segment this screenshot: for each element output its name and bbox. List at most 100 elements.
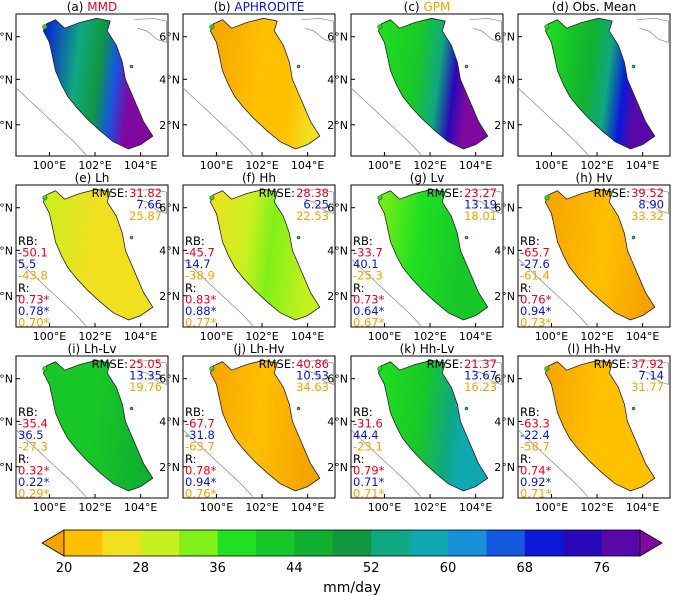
panel-title-prefix: (l) Hh-Hv [567, 342, 621, 356]
panel-title-prefix: (a) [67, 0, 88, 14]
rmse-value: 31.82 [129, 186, 162, 200]
peninsula-rainfall-field [377, 17, 489, 150]
colorbar-tick-label: 52 [363, 561, 380, 576]
rmse-value: 16.23 [464, 380, 497, 394]
island [129, 64, 134, 69]
rmse-value: 13.35 [129, 369, 162, 383]
island [209, 24, 215, 30]
rb-label: RB: [353, 405, 373, 419]
rmse-value: 37.92 [631, 357, 664, 371]
colorbar-tick-label: 28 [133, 561, 150, 576]
y-tick-label: 2°N [327, 119, 348, 132]
panel-title-prefix: (d) Obs. Mean [552, 0, 636, 14]
r-value: 0.71* [353, 475, 385, 489]
rmse-value: 7.66 [136, 198, 162, 212]
y-tick-label: 2°N [0, 461, 13, 474]
island [464, 406, 469, 411]
panel-title: (g) Lv [410, 171, 445, 185]
y-tick-label: 6°N [159, 31, 180, 44]
y-tick-label: 4°N [494, 73, 515, 86]
x-tick-label: 104°E [626, 159, 659, 172]
rb-label: RB: [520, 234, 540, 248]
panel-title-prefix: (i) Lh-Lv [68, 342, 117, 356]
peninsula-rainfall-field [209, 188, 321, 321]
x-tick-label: 104°E [626, 330, 659, 343]
rmse-value: 22.53 [296, 209, 329, 223]
panel-title: (l) Hh-Hv [567, 342, 621, 356]
colorbar-segment [563, 530, 603, 556]
x-tick-label: 104°E [291, 330, 324, 343]
r-value: 0.92* [520, 475, 552, 489]
rb-value: -50.1 [18, 246, 48, 260]
sumatra-coastline [517, 258, 589, 326]
rb-label: RB: [353, 234, 373, 248]
rb-value: 44.4 [353, 428, 379, 442]
rmse-value: 34.63 [296, 380, 329, 394]
x-tick-label: 104°E [291, 159, 324, 172]
r-value: 0.70* [18, 316, 50, 330]
rb-value: -35.4 [18, 417, 48, 431]
y-tick-label: 4°N [159, 244, 180, 257]
rmse-value: 13.67 [464, 369, 497, 383]
y-tick-label: 4°N [159, 73, 180, 86]
panel-title: (j) Lh-Hv [233, 342, 284, 356]
island [296, 64, 301, 69]
rb-value: 14.7 [185, 257, 211, 271]
r-value: 0.73* [18, 293, 50, 307]
y-tick-label: 6°N [494, 202, 515, 215]
rb-label: RB: [520, 405, 540, 419]
r-label: R: [520, 452, 532, 466]
island [129, 235, 134, 240]
colorbar-segment [294, 530, 334, 556]
panel-title: (a) MMD [67, 0, 117, 14]
sumatra-coastline [182, 429, 254, 497]
y-tick-label: 4°N [327, 244, 348, 257]
peninsula-rainfall-field [544, 359, 656, 492]
r-value: 0.78* [18, 304, 50, 318]
x-tick-label: 102°E [78, 330, 111, 343]
x-tick-label: 100°E [535, 159, 568, 172]
peninsula-rainfall-field [377, 188, 489, 321]
rb-value: -38.9 [185, 269, 215, 283]
rb-value: -27.3 [18, 440, 48, 454]
island [209, 366, 215, 372]
colorbar: 20 28 36 44 52 60 68 76 mm/day [41, 529, 663, 596]
rmse-label: RMSE: [92, 357, 128, 371]
r-value: 0.76* [520, 293, 552, 307]
borneo-coastline [636, 188, 669, 214]
borneo-coastline [134, 17, 167, 43]
borneo-coastline [469, 188, 502, 214]
x-tick-label: 102°E [78, 501, 111, 514]
island [544, 366, 550, 372]
panel-d: 2°N 4°N 6°N 100°E 102°E 104°E (d) Obs. Mean [494, 0, 671, 172]
rmse-value: 13.19 [464, 198, 497, 212]
colorbar-outline [63, 529, 641, 557]
r-value: 0.77* [185, 316, 217, 330]
rmse-label: RMSE: [427, 186, 463, 200]
rmse-value: 18.01 [464, 209, 497, 223]
borneo-coastline [469, 359, 502, 385]
island [544, 24, 550, 30]
r-value: 0.94* [185, 475, 217, 489]
x-tick-label: 102°E [580, 501, 613, 514]
island [631, 64, 636, 69]
rb-value: -45.7 [185, 246, 215, 260]
y-tick-label: 2°N [159, 461, 180, 474]
borneo-coastline [636, 359, 669, 385]
r-value: 0.67* [353, 316, 385, 330]
sumatra-coastline [15, 87, 87, 155]
colorbar-segment [217, 530, 257, 556]
r-value: 0.79* [353, 464, 385, 478]
colorbar-segment [102, 530, 142, 556]
panel-title-prefix: (c) [404, 0, 424, 14]
rmse-value: 21.37 [464, 357, 497, 371]
r-value: 0.74* [520, 464, 552, 478]
rb-value: -31.8 [185, 428, 215, 442]
rmse-label: RMSE: [427, 357, 463, 371]
r-value: 0.78* [185, 464, 217, 478]
rb-value: -27.6 [520, 257, 550, 271]
r-value: 0.22* [18, 475, 50, 489]
